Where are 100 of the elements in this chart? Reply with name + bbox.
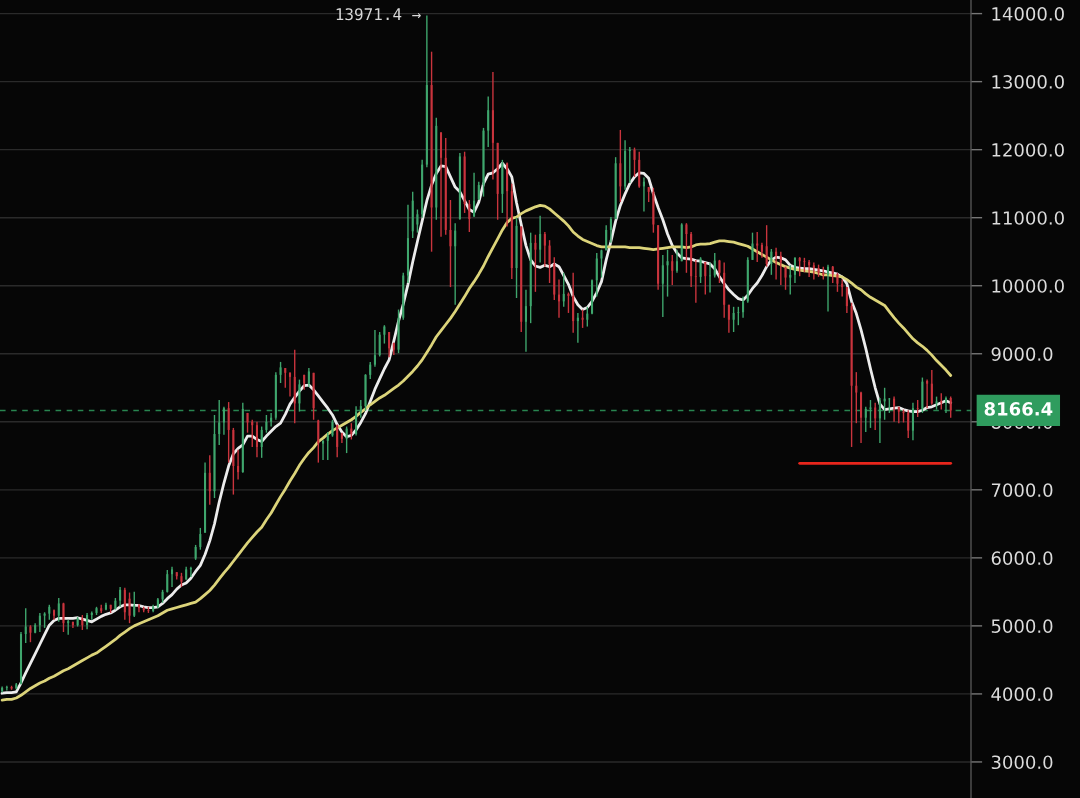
annotation: 13971.4 → bbox=[336, 8, 421, 21]
candlestick bbox=[567, 291, 570, 314]
candlestick bbox=[671, 254, 674, 286]
candlestick bbox=[793, 256, 797, 284]
candlestick bbox=[95, 606, 98, 616]
candlestick bbox=[232, 427, 235, 496]
candlestick bbox=[548, 239, 551, 284]
y-tick-label: 3000.0 bbox=[991, 755, 1053, 770]
candlestick bbox=[218, 399, 221, 446]
candlestick bbox=[477, 180, 480, 201]
candlestick bbox=[454, 222, 457, 306]
candlestick bbox=[789, 264, 792, 296]
candlestick bbox=[199, 527, 202, 551]
candlestick bbox=[114, 597, 117, 611]
candlestick bbox=[57, 597, 60, 623]
candlestick bbox=[600, 248, 603, 279]
candlestick bbox=[38, 612, 41, 633]
y-tick-label: 5000.0 bbox=[991, 619, 1053, 633]
y-tick-label: 4000.0 bbox=[991, 687, 1053, 702]
candlestick bbox=[227, 401, 230, 464]
candlestick bbox=[515, 217, 518, 299]
candlestick bbox=[666, 248, 669, 298]
candlestick bbox=[350, 422, 353, 441]
candlestick bbox=[704, 261, 707, 296]
candlestick bbox=[336, 423, 339, 458]
candlestick bbox=[265, 414, 268, 434]
candlestick bbox=[430, 51, 433, 253]
candlestick bbox=[633, 146, 636, 178]
candlestick bbox=[916, 399, 919, 418]
candlestick bbox=[878, 397, 881, 444]
candlestick bbox=[539, 214, 542, 264]
candlestick bbox=[487, 95, 490, 148]
candlestick bbox=[373, 329, 376, 368]
candlestick bbox=[237, 448, 240, 481]
candlestick bbox=[255, 421, 259, 458]
candlestick bbox=[949, 395, 952, 419]
candlestick bbox=[609, 216, 612, 244]
y-tick-label: 7000.0 bbox=[991, 483, 1053, 497]
candlestick bbox=[123, 587, 126, 621]
candlestick bbox=[76, 616, 79, 628]
candlestick bbox=[864, 406, 867, 433]
ref-line-label: 8166.4 bbox=[984, 402, 1053, 416]
candlestick bbox=[81, 614, 84, 631]
candlestick bbox=[685, 222, 688, 274]
candlestick bbox=[845, 286, 848, 314]
candlestick bbox=[246, 412, 249, 434]
candlestick bbox=[416, 208, 419, 234]
candlestick bbox=[935, 395, 938, 411]
candlestick bbox=[586, 306, 589, 328]
candlestick bbox=[619, 129, 622, 203]
candlestick bbox=[208, 454, 211, 506]
candlestick bbox=[501, 159, 504, 214]
candlestick bbox=[284, 367, 287, 389]
candlestick bbox=[595, 252, 598, 298]
candlestick bbox=[855, 371, 858, 424]
candlestick bbox=[326, 431, 329, 461]
candlestick bbox=[355, 405, 358, 437]
candlestick bbox=[812, 261, 815, 281]
candlestick bbox=[756, 231, 759, 263]
candlestick bbox=[62, 602, 65, 633]
candlestick bbox=[222, 406, 225, 436]
candlestick bbox=[524, 289, 528, 353]
candlestick bbox=[836, 272, 839, 293]
candlestick bbox=[751, 231, 754, 261]
y-tick-label: 10000.0 bbox=[992, 279, 1064, 293]
candlestick bbox=[675, 248, 679, 274]
candlestick bbox=[543, 231, 546, 268]
candlestick bbox=[817, 263, 820, 278]
candlestick bbox=[67, 619, 70, 636]
candlestick bbox=[614, 156, 617, 220]
candlestick bbox=[779, 251, 782, 286]
candlestick bbox=[727, 304, 730, 334]
candlestick bbox=[29, 624, 32, 643]
candlestick bbox=[307, 367, 310, 388]
candlestick bbox=[907, 409, 910, 439]
candlestick bbox=[137, 603, 141, 613]
candlestick bbox=[463, 151, 466, 214]
candlestick bbox=[605, 224, 608, 252]
candlestick bbox=[260, 425, 263, 459]
candlestick bbox=[213, 414, 216, 499]
candlestick bbox=[921, 376, 924, 414]
y-tick-label: 12000.0 bbox=[992, 143, 1064, 157]
candlestick bbox=[133, 591, 136, 618]
candlestick bbox=[166, 569, 169, 594]
candlestick bbox=[581, 308, 584, 329]
candlestick bbox=[869, 399, 872, 429]
candlestick bbox=[826, 263, 830, 313]
candlestick bbox=[737, 306, 740, 326]
candlestick bbox=[770, 248, 773, 276]
candlestick bbox=[180, 572, 183, 588]
candlestick bbox=[288, 371, 292, 398]
candlestick bbox=[378, 331, 381, 358]
y-tick-label: 9000.0 bbox=[991, 347, 1053, 361]
candlestick bbox=[128, 591, 131, 624]
y-tick-label: 6000.0 bbox=[991, 551, 1053, 565]
candlestick bbox=[119, 586, 122, 608]
candlestick bbox=[194, 544, 197, 561]
candlestick bbox=[699, 256, 702, 284]
candlestick bbox=[388, 331, 391, 358]
candlestick bbox=[449, 199, 452, 288]
